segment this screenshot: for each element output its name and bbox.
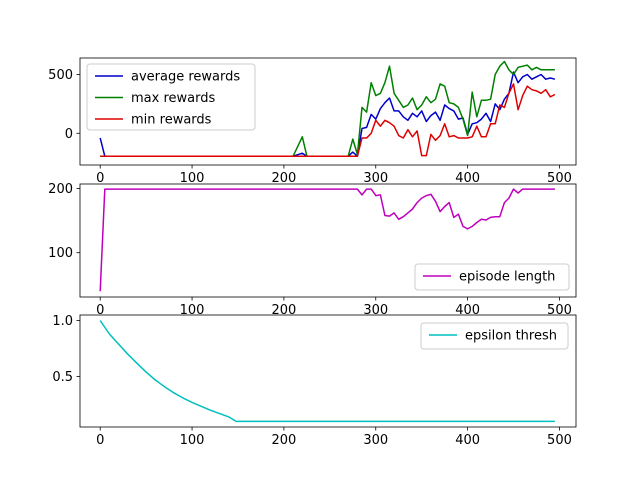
y-tick-label: 500 xyxy=(48,68,73,83)
series-line-episode-length xyxy=(99,188,555,292)
x-tick-label: 300 xyxy=(363,171,388,186)
x-tick-label: 100 xyxy=(180,303,205,318)
legend-label: epsilon thresh xyxy=(465,329,557,344)
axes-frame xyxy=(79,57,577,166)
x-tick-label: 500 xyxy=(547,303,572,318)
legend: episode length xyxy=(414,263,570,291)
x-tick-label: 100 xyxy=(180,171,205,186)
legend-label: min rewards xyxy=(131,113,212,128)
legend-box xyxy=(86,63,256,131)
x-tick-label: 0 xyxy=(96,171,104,186)
x-tick-label: 400 xyxy=(455,171,480,186)
x-tick-label: 200 xyxy=(271,303,296,318)
epsilon-panel: 0 100 200 300 400 500 0.5 1.0 epsilon thresh xyxy=(52,314,577,448)
x-tick-label: 400 xyxy=(455,303,480,318)
x-tick-label: 0 xyxy=(96,433,104,448)
legend-box xyxy=(420,322,569,350)
x-tick-label: 300 xyxy=(363,433,388,448)
x-tick-label: 200 xyxy=(271,171,296,186)
axes-frame xyxy=(79,314,577,428)
legend: average rewards max rewards min rewards xyxy=(86,63,256,131)
y-tick-label: 200 xyxy=(48,182,73,197)
y-tick-label: 100 xyxy=(48,246,73,261)
x-tick-label: 100 xyxy=(180,433,205,448)
legend-label: average rewards xyxy=(131,70,240,85)
series-line-epsilon-thresh xyxy=(99,320,555,423)
legend-label: episode length xyxy=(459,270,555,285)
series-line-min-rewards xyxy=(100,83,556,157)
axes-frame xyxy=(79,183,577,298)
x-tick-label: 200 xyxy=(271,433,296,448)
x-tick-label: 0 xyxy=(96,303,104,318)
x-tick-label: 500 xyxy=(547,433,572,448)
legend: epsilon thresh xyxy=(420,322,569,350)
legend-box xyxy=(414,263,570,291)
legend-label: max rewards xyxy=(131,91,215,106)
y-tick-label: 0.5 xyxy=(52,370,73,385)
x-tick-label: 300 xyxy=(363,303,388,318)
rewards-panel: 0 100 200 300 400 500 0 500 average rewards max r… xyxy=(48,57,577,186)
y-tick-label: 0 xyxy=(65,127,73,142)
episode-length-panel: 0 100 200 300 400 500 100 200 episode length xyxy=(48,182,577,318)
y-tick-label: 1.0 xyxy=(52,314,73,329)
x-tick-label: 500 xyxy=(547,171,572,186)
x-tick-label: 400 xyxy=(455,433,480,448)
